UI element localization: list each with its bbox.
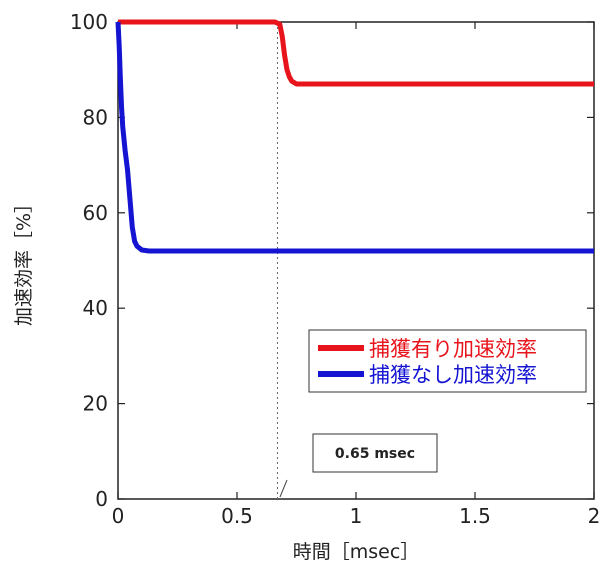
series-line-captured — [118, 19, 594, 87]
series-line-uncaptured — [115, 21, 594, 254]
annotation-callout: 0.65 msec — [279, 433, 438, 498]
legend-label-captured: 捕獲有り加速効率 — [369, 337, 537, 361]
y-tick-label: 0 — [95, 487, 108, 511]
y-tick-label: 80 — [83, 105, 108, 129]
x-tick-label: 1.5 — [459, 504, 491, 528]
legend: 捕獲有り加速効率 捕獲なし加速効率 — [308, 329, 587, 393]
y-tick-label: 60 — [83, 201, 108, 225]
annotation-leader — [279, 479, 288, 498]
y-axis-title: 加速効率［%］ — [13, 194, 35, 326]
annotation-label: 0.65 msec — [335, 446, 415, 462]
plot-frame — [117, 21, 595, 500]
axis-ticks — [117, 21, 595, 500]
y-tick-label: 100 — [70, 10, 108, 34]
x-axis-title: 時間［msec］ — [293, 541, 420, 563]
x-tick-label: 0 — [112, 504, 125, 528]
x-tick-label: 0.5 — [221, 504, 253, 528]
series-layer — [115, 19, 594, 254]
annotation-box — [312, 433, 438, 473]
legend-label-uncaptured: 捕獲なし加速効率 — [369, 363, 537, 387]
legend-box — [308, 329, 587, 393]
x-tick-label: 1 — [350, 504, 363, 528]
y-tick-label: 20 — [83, 392, 108, 416]
y-tick-label: 40 — [83, 296, 108, 320]
x-tick-label: 2 — [588, 504, 601, 528]
